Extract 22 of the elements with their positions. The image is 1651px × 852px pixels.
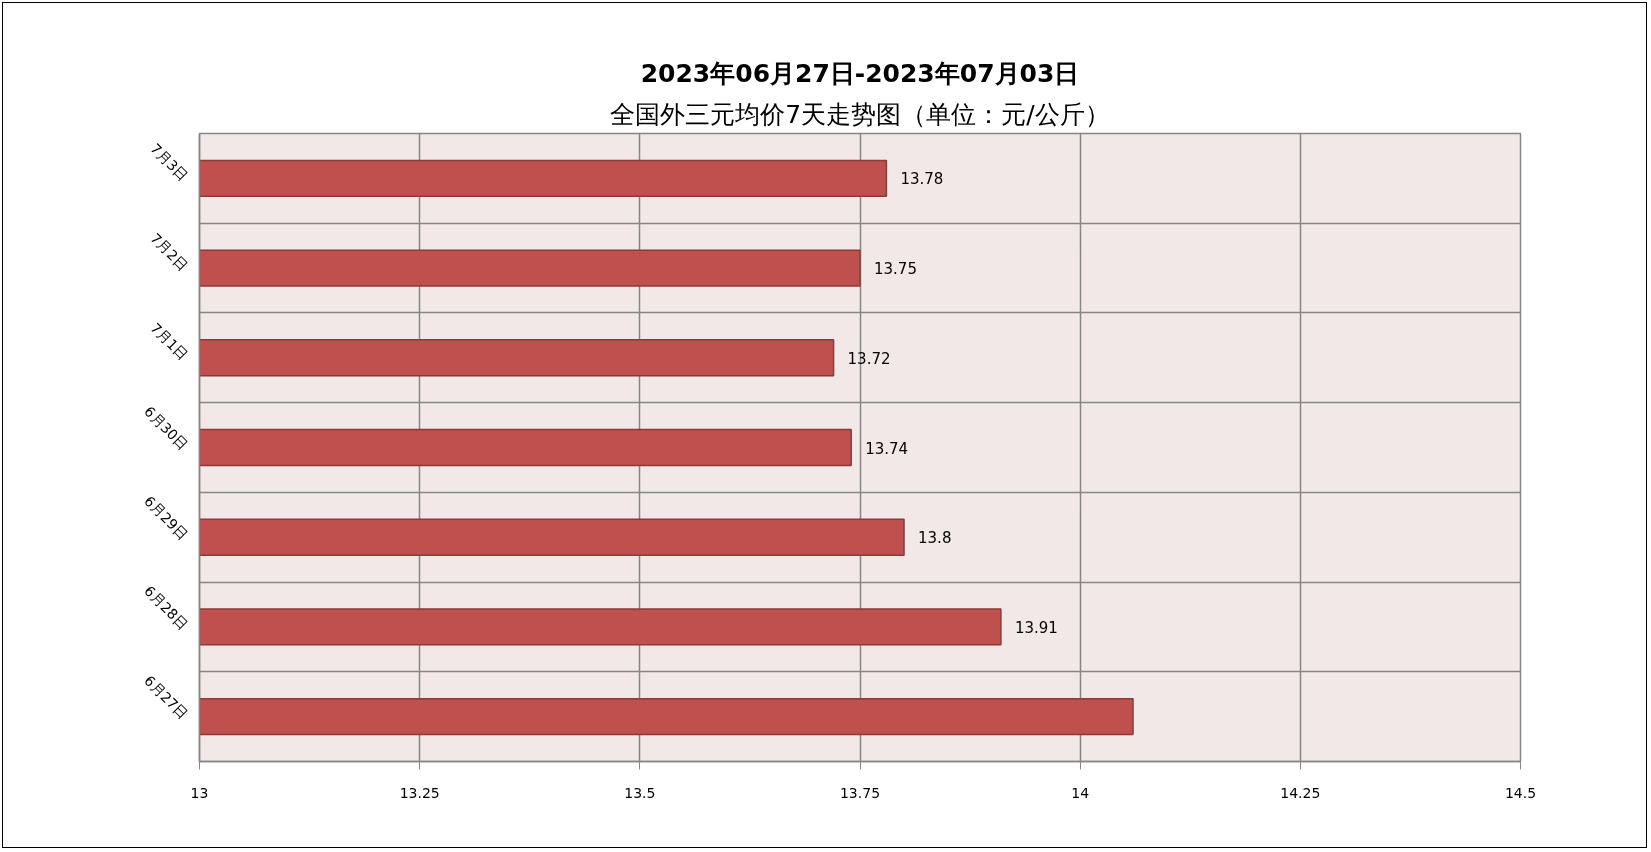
y-tick-label: 7月2日 bbox=[147, 230, 192, 274]
x-tick-label: 13.25 bbox=[399, 784, 440, 801]
x-tick-label: 13.75 bbox=[839, 784, 881, 801]
chart-title: 2023年06月27日-2023年07月03日 bbox=[640, 58, 1080, 88]
y-tick-label: 6月29日 bbox=[141, 492, 192, 543]
x-tick-label: 13 bbox=[190, 784, 209, 801]
data-label: 13.72 bbox=[847, 349, 891, 368]
x-tick-label: 14.25 bbox=[1280, 784, 1321, 801]
x-tick-label: 13.5 bbox=[624, 784, 656, 801]
y-tick-label: 6月30日 bbox=[141, 403, 192, 454]
x-tick-label: 14 bbox=[1071, 784, 1090, 801]
x-tick-label: 14.5 bbox=[1504, 784, 1537, 801]
data-label: 13.75 bbox=[874, 260, 917, 279]
data-label: 13.78 bbox=[900, 170, 944, 189]
chart-subtitle: 全国外三元均价7天走势图（单位：元/公斤） bbox=[610, 99, 1110, 129]
y-tick-label: 7月3日 bbox=[147, 140, 192, 185]
y-tick-label: 6月27日 bbox=[141, 672, 192, 723]
y-tick-label: 7月1日 bbox=[147, 319, 192, 364]
y-tick-label: 6月28日 bbox=[141, 582, 192, 633]
data-label: 13.8 bbox=[918, 529, 952, 548]
data-label: 13.74 bbox=[865, 439, 909, 458]
data-label: 13.91 bbox=[1014, 618, 1058, 637]
